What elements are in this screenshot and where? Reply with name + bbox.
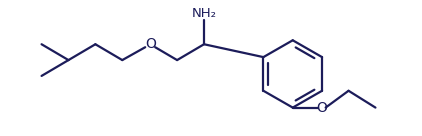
Text: O: O xyxy=(145,37,156,51)
Text: NH₂: NH₂ xyxy=(192,7,216,20)
Text: O: O xyxy=(316,101,327,115)
